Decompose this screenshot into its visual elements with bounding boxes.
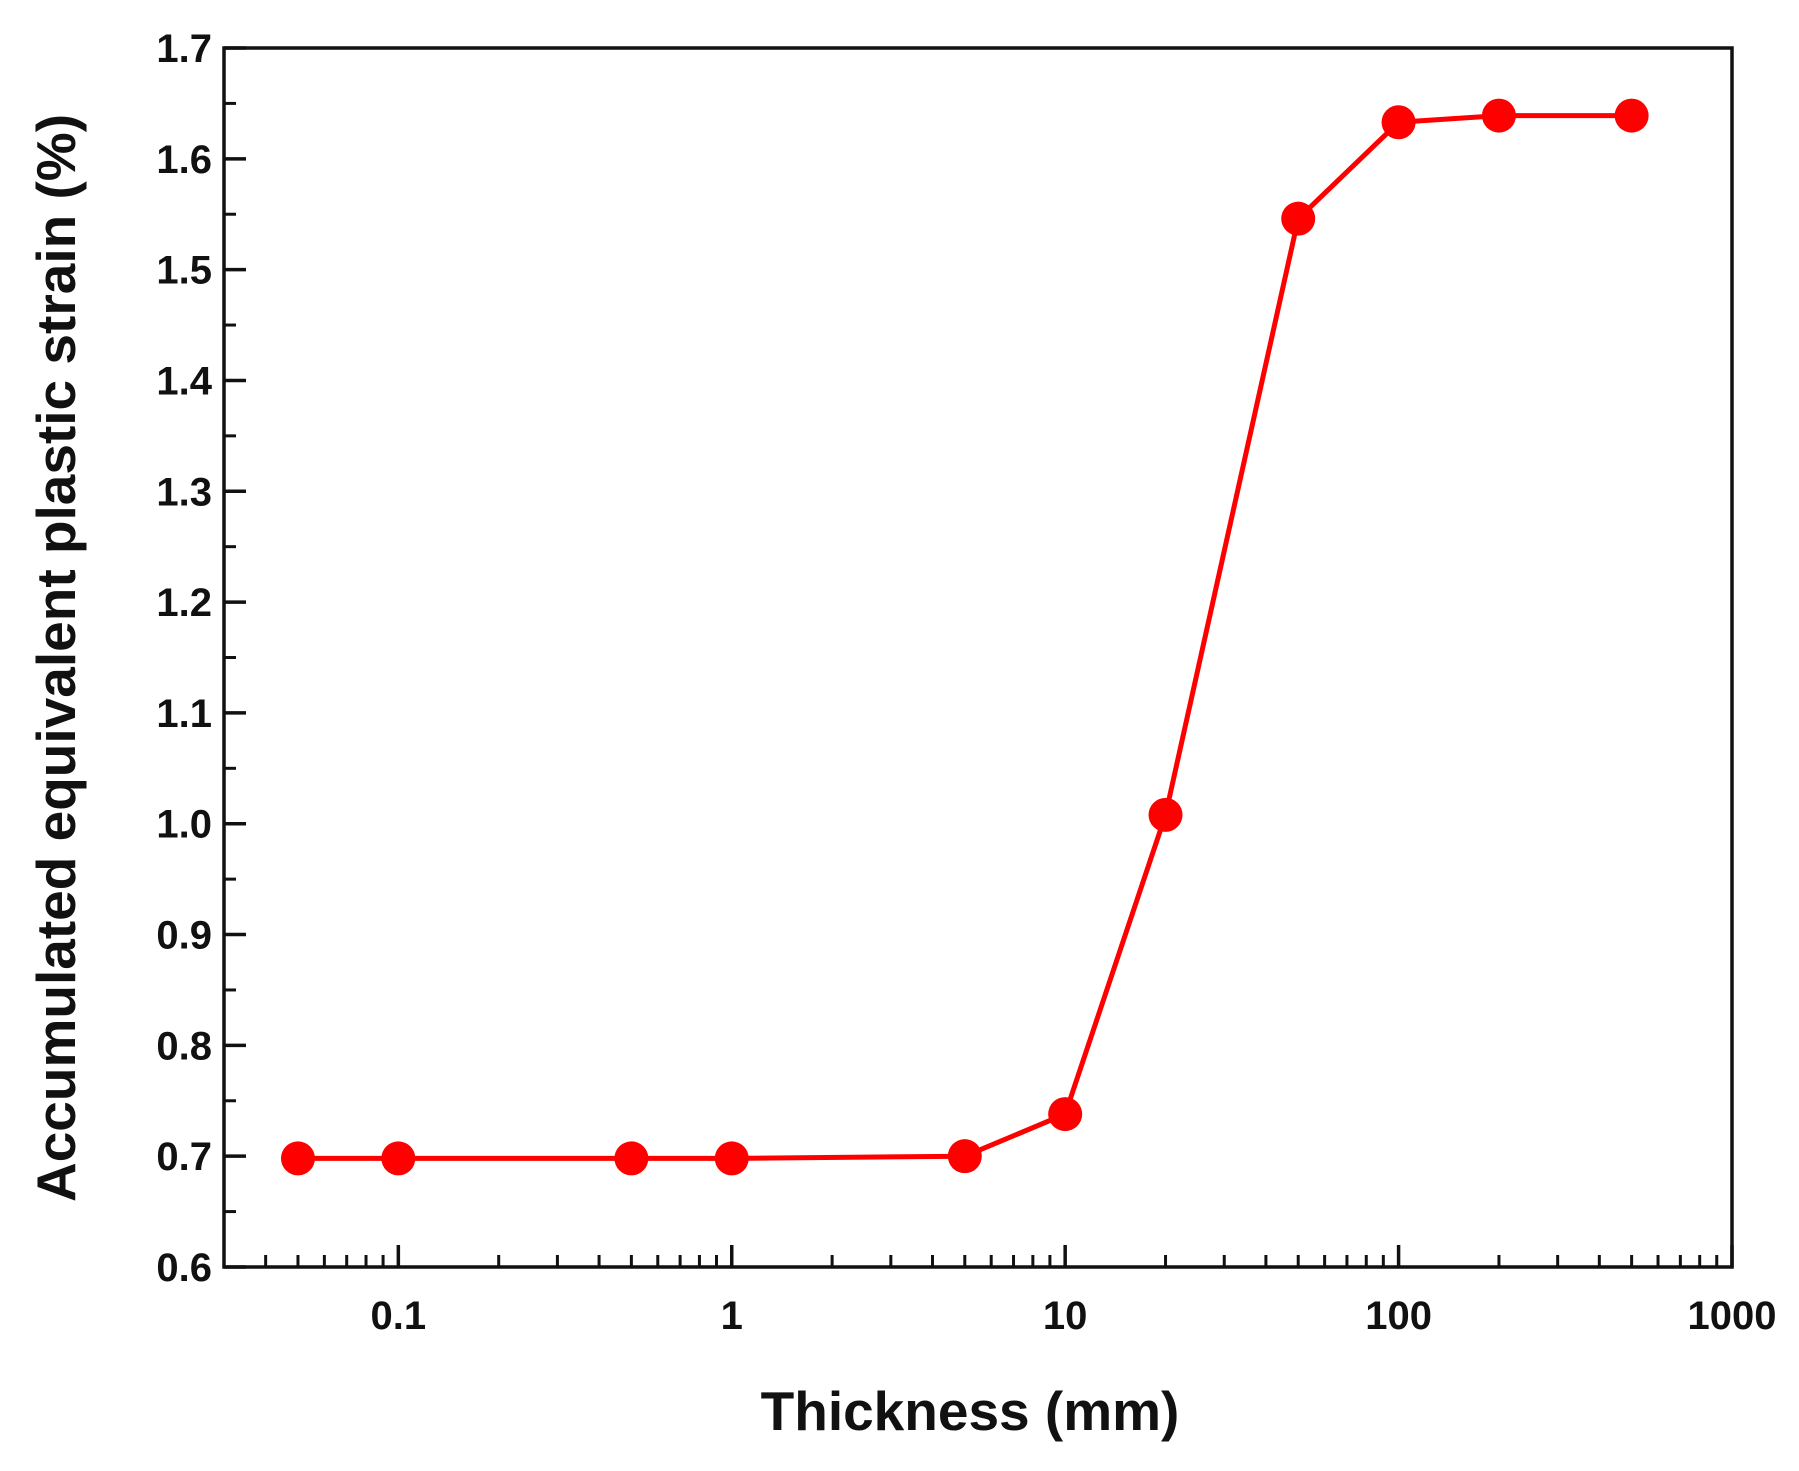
data-point [1281, 201, 1316, 236]
y-axis-title: Accumulated equivalent plastic strain (%… [25, 114, 87, 1202]
y-tick-label: 1.1 [156, 692, 212, 736]
y-tick-label: 0.6 [156, 1246, 212, 1290]
data-point [1614, 98, 1649, 133]
x-tick-label: 10 [1043, 1294, 1088, 1338]
data-point [714, 1141, 749, 1176]
x-tick-label: 1000 [1688, 1294, 1777, 1338]
y-tick-label: 1.6 [156, 138, 212, 182]
data-point [381, 1141, 416, 1176]
data-point [1381, 105, 1416, 140]
x-axis-title: Thickness (mm) [761, 1380, 1180, 1442]
data-point [280, 1141, 315, 1176]
data-point [947, 1139, 982, 1174]
y-tick-label: 1.3 [156, 470, 212, 514]
y-tick-label: 0.7 [156, 1135, 212, 1179]
x-tick-label: 0.1 [371, 1294, 427, 1338]
data-series [280, 98, 1649, 1176]
x-tick-label: 100 [1365, 1294, 1432, 1338]
x-axis-ticks: 0.1 1 10 100 1000 [222, 1245, 1777, 1338]
y-tick-label: 1.5 [156, 249, 212, 293]
data-point [1148, 797, 1183, 832]
y-tick-label: 1.2 [156, 581, 212, 625]
y-tick-label: 1.4 [156, 359, 212, 403]
plot-area [222, 46, 1734, 1269]
x-tick-label: 1 [721, 1294, 743, 1338]
series-line [298, 113, 1632, 1161]
y-tick-label: 1.0 [156, 803, 212, 847]
data-point [1481, 98, 1516, 133]
plot-frame [222, 46, 1734, 1269]
y-axis-ticks: 0.6 0.7 0.8 0.9 1.0 1.1 1.2 1.3 1.4 1.5 1.6 1.7 [156, 27, 246, 1290]
y-tick-label: 0.8 [156, 1024, 212, 1068]
data-point [614, 1141, 649, 1176]
y-tick-label: 1.7 [156, 27, 212, 71]
data-point [1048, 1097, 1083, 1132]
y-tick-label: 0.9 [156, 914, 212, 958]
